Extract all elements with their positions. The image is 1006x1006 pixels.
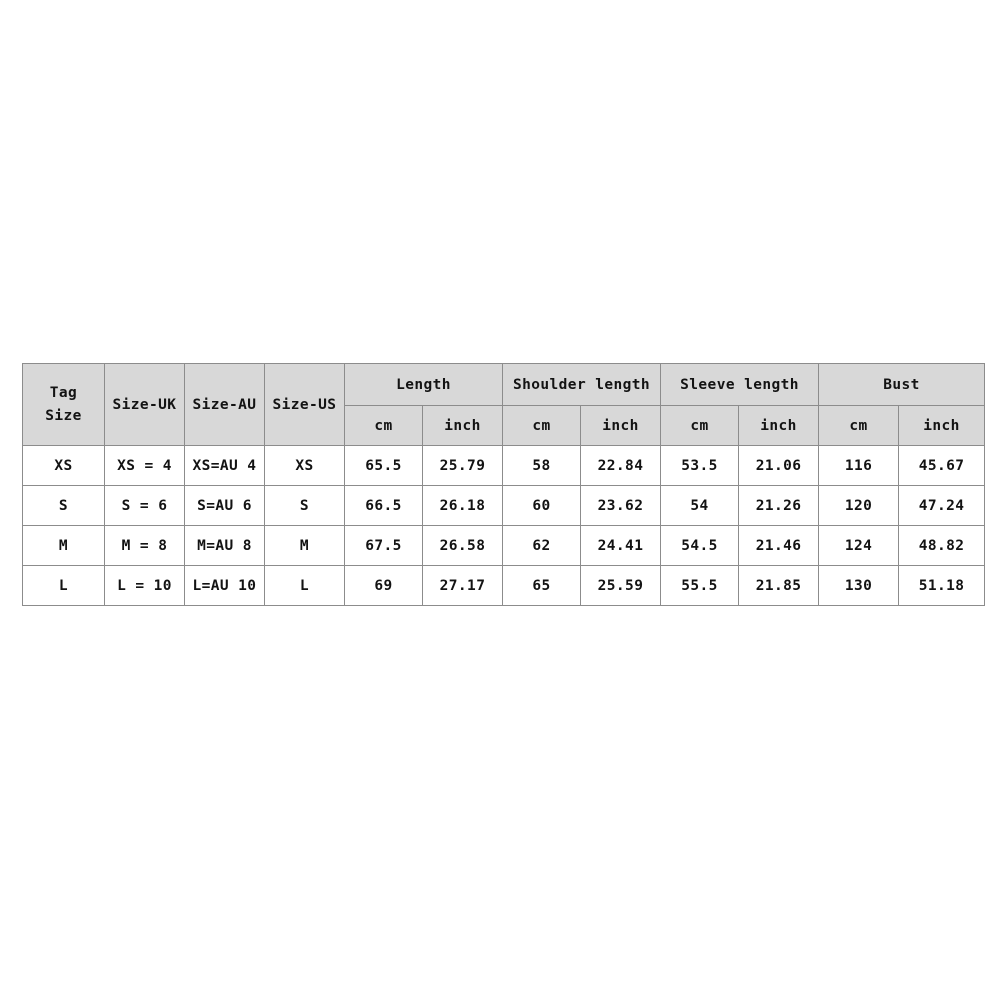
table-header: Tag Size Size-UK Size-AU Size-US Length …: [22, 363, 986, 446]
cell-bust-cm: 120: [818, 485, 900, 526]
table-row: L L = 10 L=AU 10 L 69 27.17 65 25.59 55.…: [22, 565, 986, 606]
cell-tag-size: M: [22, 525, 105, 566]
header-group-bust: Bust: [818, 363, 986, 406]
header-tag-size: Tag Size: [22, 363, 105, 446]
cell-shoulder-inch: 24.41: [579, 525, 662, 566]
cell-bust-inch: 45.67: [898, 445, 986, 486]
cell-shoulder-cm: 62: [502, 525, 581, 566]
cell-shoulder-inch: 23.62: [579, 485, 662, 526]
cell-size-au: S=AU 6: [184, 485, 265, 526]
cell-size-uk: L = 10: [104, 565, 185, 606]
cell-shoulder-inch: 22.84: [579, 445, 662, 486]
cell-size-au: XS=AU 4: [184, 445, 265, 486]
cell-bust-cm: 130: [818, 565, 900, 606]
cell-size-us: S: [264, 485, 345, 526]
size-chart-table: Tag Size Size-UK Size-AU Size-US Length …: [22, 363, 986, 606]
header-size-us: Size-US: [264, 363, 345, 446]
cell-length-inch: 26.58: [422, 525, 503, 566]
cell-sleeve-cm: 54: [660, 485, 740, 526]
table-row: XS XS = 4 XS=AU 4 XS 65.5 25.79 58 22.84…: [22, 445, 986, 486]
cell-size-us: XS: [264, 445, 345, 486]
header-tag-size-line1: Tag: [49, 385, 78, 402]
header-sleeve-inch: inch: [738, 405, 820, 446]
cell-size-uk: XS = 4: [104, 445, 185, 486]
header-shoulder-inch: inch: [579, 405, 662, 446]
cell-length-inch: 27.17: [422, 565, 503, 606]
cell-tag-size: L: [22, 565, 105, 606]
cell-tag-size: XS: [22, 445, 105, 486]
cell-bust-inch: 51.18: [898, 565, 986, 606]
header-bust-cm: cm: [818, 405, 900, 446]
cell-size-au: M=AU 8: [184, 525, 265, 566]
header-sleeve-cm: cm: [660, 405, 740, 446]
header-group-shoulder-length: Shoulder length: [501, 363, 662, 406]
cell-shoulder-cm: 65: [502, 565, 581, 606]
header-row-units: cm inch cm inch cm inch cm inch: [23, 405, 986, 446]
header-size-uk: Size-UK: [104, 363, 185, 446]
header-size-au: Size-AU: [184, 363, 265, 446]
size-chart-container: Tag Size Size-UK Size-AU Size-US Length …: [22, 363, 986, 606]
cell-sleeve-inch: 21.46: [738, 525, 820, 566]
table-row: S S = 6 S=AU 6 S 66.5 26.18 60 23.62 54 …: [22, 485, 986, 526]
cell-shoulder-cm: 60: [502, 485, 581, 526]
cell-bust-inch: 48.82: [898, 525, 986, 566]
cell-size-uk: S = 6: [104, 485, 185, 526]
header-length-inch: inch: [422, 405, 503, 446]
cell-bust-cm: 124: [818, 525, 900, 566]
cell-sleeve-cm: 53.5: [660, 445, 740, 486]
cell-length-cm: 67.5: [344, 525, 423, 566]
cell-shoulder-inch: 25.59: [579, 565, 662, 606]
cell-length-cm: 65.5: [344, 445, 423, 486]
header-row-groups: Tag Size Size-UK Size-AU Size-US Length …: [22, 363, 986, 446]
header-tag-size-line2: Size: [45, 407, 82, 424]
cell-size-us: M: [264, 525, 345, 566]
cell-sleeve-inch: 21.26: [738, 485, 820, 526]
cell-size-us: L: [264, 565, 345, 606]
cell-bust-cm: 116: [818, 445, 900, 486]
header-group-sleeve-length: Sleeve length: [660, 363, 820, 406]
cell-size-au: L=AU 10: [184, 565, 265, 606]
cell-sleeve-inch: 21.85: [738, 565, 820, 606]
table-row: M M = 8 M=AU 8 M 67.5 26.58 62 24.41 54.…: [22, 525, 986, 566]
cell-sleeve-cm: 55.5: [660, 565, 740, 606]
cell-length-cm: 69: [344, 565, 423, 606]
table-body: XS XS = 4 XS=AU 4 XS 65.5 25.79 58 22.84…: [22, 445, 986, 606]
cell-sleeve-cm: 54.5: [660, 525, 740, 566]
header-group-length: Length: [344, 363, 503, 406]
cell-length-inch: 26.18: [422, 485, 503, 526]
cell-shoulder-cm: 58: [502, 445, 581, 486]
cell-bust-inch: 47.24: [898, 485, 986, 526]
header-bust-inch: inch: [898, 405, 986, 446]
cell-sleeve-inch: 21.06: [738, 445, 820, 486]
header-length-cm: cm: [344, 405, 423, 446]
header-shoulder-cm: cm: [502, 405, 581, 446]
cell-size-uk: M = 8: [104, 525, 185, 566]
cell-tag-size: S: [22, 485, 105, 526]
cell-length-inch: 25.79: [422, 445, 503, 486]
cell-length-cm: 66.5: [344, 485, 423, 526]
